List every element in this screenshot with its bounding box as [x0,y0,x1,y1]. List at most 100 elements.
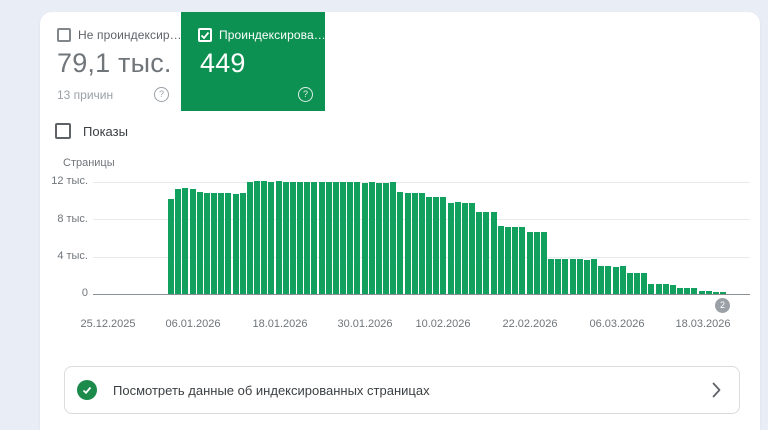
help-icon[interactable]: ? [154,87,169,102]
chevron-right-icon[interactable] [712,382,721,398]
chart-bar[interactable] [669,284,676,294]
chart-bar[interactable] [232,193,239,294]
metric-card-indexed[interactable]: Проиндексирова… 449 ? [181,12,326,111]
checkmark-icon [82,386,92,395]
chart-bar[interactable] [246,181,253,294]
chart-bar[interactable] [433,196,440,294]
x-tick-label: 10.02.2026 [415,318,471,330]
chart-bar[interactable] [196,192,203,294]
indexed-value: 449 [200,48,246,78]
chart-bar[interactable] [712,291,719,294]
chart-bar[interactable] [340,182,347,294]
view-indexed-pages-link[interactable]: Посмотреть данные об индексированных стр… [64,366,740,414]
chart-bar[interactable] [440,197,447,294]
chart-bar[interactable] [619,266,626,294]
chart-bar[interactable] [182,188,189,294]
metric-card-not-indexed[interactable]: Не проиндексир… 79,1 тыс. 13 причин ? [40,12,182,111]
x-tick-label: 25.12.2025 [80,318,136,330]
chart-annotation-badge[interactable]: 2 [715,298,730,313]
chart-bar[interactable] [519,227,526,294]
chart-bar[interactable] [454,202,461,294]
chart-bar[interactable] [289,182,296,294]
chart-bar[interactable] [641,273,648,294]
chart-bar[interactable] [203,192,210,294]
help-icon[interactable]: ? [298,87,313,102]
chart-bar[interactable] [555,259,562,294]
chart-bar[interactable] [175,188,182,294]
chart-bar[interactable] [254,181,261,294]
chart-bar[interactable] [569,259,576,294]
chart-bar[interactable] [447,202,454,294]
chart-bar[interactable] [261,181,268,294]
chart-bar[interactable] [411,192,418,294]
chart-bar[interactable] [397,192,404,294]
chart-bar[interactable] [497,226,504,294]
chart-bar[interactable] [612,266,619,294]
chart-bar[interactable] [404,192,411,294]
chart-bar[interactable] [605,266,612,294]
y-tick-label: 4 тыс. [57,250,88,262]
chart-bar[interactable] [211,192,218,294]
chart-x-axis: 25.12.2025 06.01.2026 18.01.2026 30.01.2… [80,318,750,332]
chart-bar[interactable] [268,181,275,294]
chart-bar[interactable] [469,203,476,294]
chart-bar[interactable] [705,291,712,294]
chart-bar[interactable] [648,284,655,294]
gridline [93,182,750,183]
chart-bar[interactable] [691,288,698,294]
chart-bar[interactable] [526,232,533,294]
indexed-checkbox[interactable] [198,28,212,42]
chart-bar[interactable] [655,283,662,294]
chart-bar[interactable] [540,232,547,294]
chart-bar[interactable] [318,182,325,294]
chart-bar[interactable] [548,259,554,294]
chart-bar[interactable] [354,182,361,294]
chart-bar[interactable] [426,196,433,294]
chart-bar[interactable] [684,287,691,294]
chart-bar[interactable] [325,182,332,294]
chart-bar[interactable] [311,182,318,294]
chart-bar[interactable] [483,212,490,294]
chart-bar[interactable] [591,259,598,294]
chart-bar[interactable] [698,291,705,294]
chart-bar[interactable] [375,182,382,294]
chart-bar[interactable] [583,259,590,294]
chart-bar[interactable] [168,198,174,294]
chart-bar[interactable] [418,193,425,294]
chart-bar[interactable] [218,193,225,294]
chart-bar[interactable] [347,182,354,294]
chart-bar[interactable] [533,231,540,294]
chart-bar[interactable] [275,181,282,294]
chart-bar[interactable] [390,182,397,294]
chart-bar[interactable] [225,193,232,294]
chart-bar[interactable] [490,211,497,294]
chart-bar[interactable] [368,182,375,294]
chart-bar[interactable] [282,181,289,294]
chart-bar[interactable] [562,259,569,294]
chart-bar[interactable] [297,182,304,294]
impressions-toggle[interactable]: Показы [55,123,128,139]
impressions-checkbox[interactable] [55,123,71,139]
chart-y-axis-title: Страницы [63,157,115,169]
chart-bar[interactable] [720,291,727,294]
chart-bar[interactable] [239,193,246,294]
chart-bar[interactable] [504,226,511,294]
chart-bar[interactable] [677,288,684,294]
chart-bar[interactable] [361,182,368,294]
chart-bar[interactable] [662,284,669,294]
chart-bar[interactable] [476,211,483,294]
chart-bar[interactable] [332,182,339,294]
not-indexed-checkbox[interactable] [57,28,71,42]
chart-bar[interactable] [304,181,311,294]
chart-bar[interactable] [598,266,605,294]
chart-bar[interactable] [189,188,196,294]
chart-bar[interactable] [626,273,633,294]
chart-bar[interactable] [383,182,390,294]
chart-bar[interactable] [512,226,519,294]
checkmark-icon [200,31,210,40]
not-indexed-header: Не проиндексир… [57,28,182,42]
chart-bar[interactable] [576,259,583,294]
chart-bar[interactable] [461,202,468,294]
x-tick-label: 06.03.2026 [589,318,645,330]
chart-bar[interactable] [634,273,641,294]
